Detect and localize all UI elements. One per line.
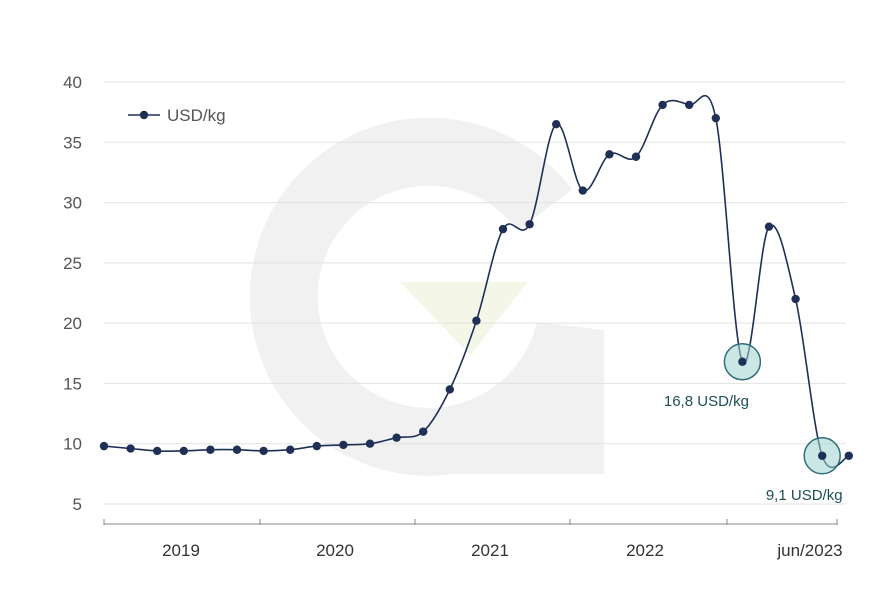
y-tick-label: 20	[63, 314, 82, 333]
y-tick-label: 15	[63, 374, 82, 393]
legend-label: USD/kg	[167, 106, 226, 125]
data-point	[525, 220, 534, 229]
watermark-logo	[249, 117, 604, 476]
data-point	[578, 186, 587, 195]
data-point	[206, 445, 215, 454]
legend-marker	[139, 110, 149, 120]
x-period-label: jun/2023	[776, 541, 842, 560]
annotations: 16,8 USD/kg 9,1 USD/kg	[664, 393, 843, 504]
y-tick-label: 25	[63, 254, 82, 273]
data-point	[179, 446, 188, 456]
data-point	[232, 445, 242, 454]
data-point	[658, 100, 667, 110]
data-point	[711, 113, 720, 123]
data-point	[631, 152, 641, 161]
annotation-label: 16,8 USD/kg	[664, 393, 749, 410]
data-point	[339, 440, 348, 450]
data-point	[791, 294, 800, 304]
data-point	[498, 224, 508, 234]
data-point	[472, 316, 481, 325]
data-point	[552, 120, 561, 129]
x-period-label: 2021	[471, 541, 509, 560]
data-point	[259, 446, 268, 456]
axes: 2019 2020 2021 2022 jun/2023	[103, 519, 843, 560]
data-point	[312, 441, 321, 451]
data-point	[738, 357, 747, 366]
data-point	[392, 433, 401, 442]
data-point	[685, 100, 694, 110]
data-point	[844, 451, 853, 460]
data-point	[286, 445, 295, 454]
y-tick-label: 30	[63, 194, 82, 213]
x-period-label: 2019	[162, 541, 200, 560]
data-point	[419, 427, 428, 436]
legend: USD/kg	[128, 106, 226, 125]
data-point	[365, 439, 375, 448]
data-point	[153, 446, 162, 456]
data-point	[445, 385, 454, 394]
data-point	[605, 150, 614, 159]
x-period-label: 2022	[626, 541, 664, 560]
x-period-label: 2020	[316, 541, 354, 560]
data-point	[99, 441, 109, 451]
data-points	[99, 100, 853, 460]
y-tick-label: 40	[63, 73, 82, 92]
y-tick-label: 10	[63, 435, 82, 454]
data-point	[126, 444, 135, 453]
y-tick-label: 35	[63, 133, 82, 152]
data-point	[818, 451, 827, 460]
annotation-label: 9,1 USD/kg	[766, 487, 843, 504]
grid-lines: 5 10 15 20 25 30 35 40	[63, 73, 846, 514]
data-point	[764, 222, 774, 231]
y-tick-label: 5	[73, 495, 82, 514]
